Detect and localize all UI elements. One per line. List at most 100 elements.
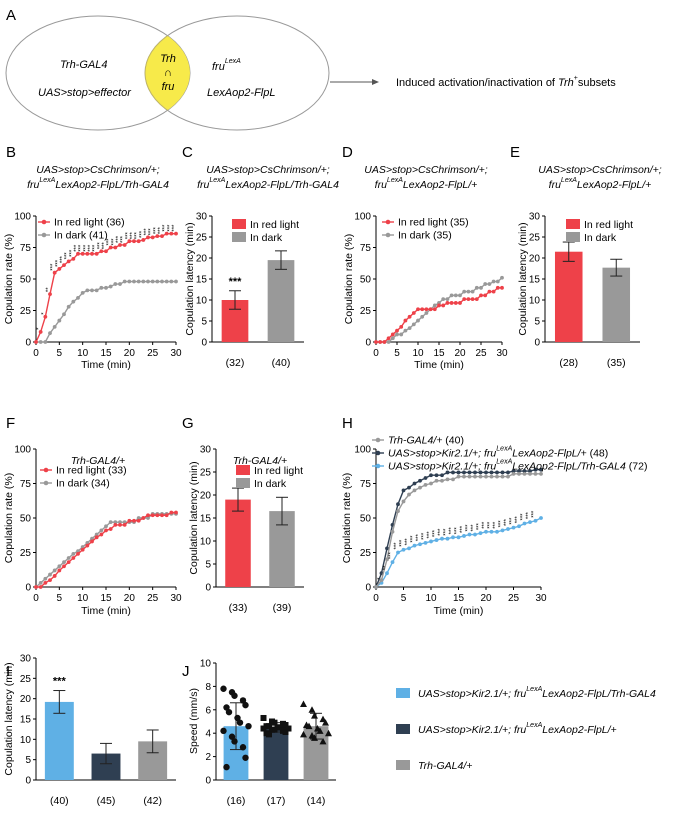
- panel-label-h: H: [342, 415, 353, 432]
- data-point: [440, 478, 444, 483]
- data-point: [113, 520, 118, 525]
- n-label: (35): [607, 357, 626, 369]
- x-tick-label: 15: [433, 348, 445, 359]
- legend-label: In dark: [254, 478, 287, 490]
- data-point: [71, 551, 76, 556]
- y-axis-label: Copulation rate (%): [3, 473, 15, 563]
- data-point: [99, 528, 104, 533]
- significance-label: ***: [53, 676, 67, 688]
- y-tick-label: 25: [529, 233, 541, 244]
- data-point: [458, 293, 462, 298]
- y-axis-label: Copulation latency (min): [3, 662, 15, 775]
- data-point: [462, 474, 466, 479]
- data-point: [52, 324, 57, 329]
- data-point: [403, 318, 408, 323]
- data-point: [416, 307, 420, 312]
- data-point: [379, 578, 384, 582]
- arrow-caption: Induced activation/inactivation of Trh+s…: [396, 75, 616, 89]
- data-point: [146, 279, 150, 284]
- sig-mark: ***: [466, 524, 472, 532]
- data-point: [108, 527, 113, 531]
- data-point: [418, 542, 422, 547]
- legend-label: In dark: [250, 232, 283, 244]
- data-point: [489, 529, 494, 534]
- sig-mark: ***: [444, 528, 450, 536]
- sig-mark: ***: [504, 518, 510, 526]
- data-point: [434, 478, 439, 483]
- data-point: [160, 234, 164, 239]
- data-point: [174, 510, 178, 515]
- x-tick-label: 25: [508, 593, 520, 604]
- data-point: [466, 289, 471, 294]
- x-tick-label: 5: [401, 593, 407, 604]
- y-tick-label: 8: [205, 682, 211, 693]
- dot-point: [325, 729, 332, 737]
- data-point: [99, 532, 104, 537]
- data-point: [48, 578, 52, 582]
- legend-marker: [41, 219, 47, 225]
- y-tick-label: 0: [201, 338, 207, 349]
- data-point: [473, 532, 477, 537]
- data-point: [491, 279, 496, 284]
- data-point: [141, 279, 146, 284]
- x-tick-label: 20: [454, 348, 466, 359]
- data-point: [390, 560, 395, 565]
- legend-label: In red light: [584, 219, 633, 231]
- sig-mark: ***: [471, 524, 477, 532]
- legend-swatch: [232, 219, 246, 229]
- legend-marker: [375, 437, 381, 443]
- data-point: [533, 471, 538, 476]
- data-point: [462, 534, 466, 538]
- data-point: [483, 293, 488, 298]
- x-tick-label: 15: [100, 348, 112, 359]
- data-point: [407, 485, 411, 490]
- data-point: [428, 307, 433, 312]
- sig-mark: ***: [405, 538, 411, 546]
- data-point: [374, 585, 378, 589]
- sig-mark: ***: [125, 232, 131, 240]
- data-point: [66, 304, 71, 309]
- data-point: [506, 474, 510, 479]
- data-point: [418, 478, 422, 483]
- data-point: [479, 285, 483, 290]
- y-tick-label: 50: [360, 514, 372, 525]
- dot-point: [245, 722, 252, 730]
- data-point: [418, 485, 422, 490]
- data-point: [466, 297, 471, 302]
- sig-mark: ***: [510, 517, 516, 525]
- sig-mark: ***: [416, 534, 422, 542]
- data-point: [396, 509, 400, 513]
- series-line: [36, 511, 176, 588]
- charts: BUAS>stop>CsChrimson/+;fruLexALexAop2-Fl…: [3, 144, 662, 807]
- y-tick-label: 15: [196, 275, 208, 286]
- data-point: [141, 238, 146, 242]
- data-point: [57, 267, 62, 271]
- sig-mark: ***: [121, 235, 127, 243]
- data-point: [412, 481, 417, 486]
- y-axis-label: Copulation rate (%): [343, 234, 355, 324]
- x-tick-label: 0: [373, 593, 379, 604]
- sig-mark: ***: [460, 525, 466, 533]
- legend-swatch: [236, 465, 250, 475]
- data-point: [474, 285, 479, 290]
- legend-swatch: [566, 232, 580, 242]
- data-point: [445, 477, 450, 482]
- y-tick-label: 2: [205, 752, 211, 763]
- dot-point: [285, 725, 292, 732]
- y-tick-label: 6: [205, 705, 211, 716]
- y-tick-label: 100: [354, 212, 371, 223]
- data-point: [174, 279, 178, 284]
- y-tick-label: 0: [205, 776, 211, 787]
- n-label: (42): [143, 795, 162, 807]
- y-axis-label: Copulation latency (min): [517, 222, 529, 335]
- legend-swatch: [232, 232, 246, 242]
- y-tick-label: 0: [205, 583, 211, 594]
- y-tick-label: 5: [534, 317, 540, 328]
- n-label: (16): [227, 795, 246, 807]
- data-point: [164, 513, 169, 518]
- data-point: [399, 324, 404, 329]
- data-point: [43, 340, 48, 344]
- chart-title-line2: fruLexALexAop2-FlpL/+: [375, 177, 478, 191]
- y-tick-label: 25: [360, 548, 372, 559]
